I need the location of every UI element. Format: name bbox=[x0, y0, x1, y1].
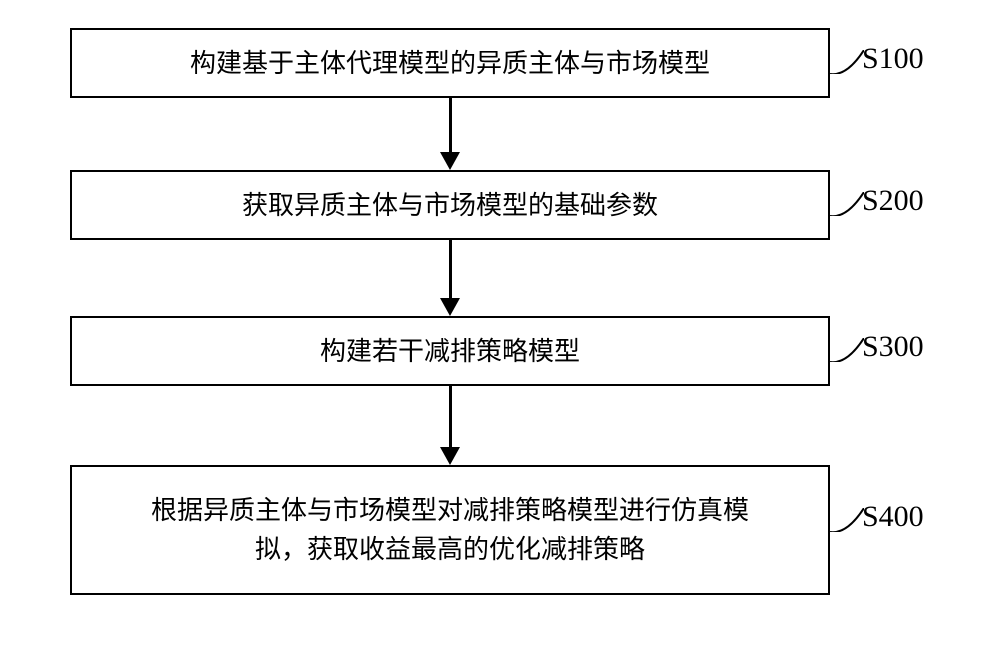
flow-step-label-s400: S400 bbox=[862, 500, 924, 534]
flow-arrow-shaft-0 bbox=[449, 98, 452, 152]
flow-connector-curve bbox=[830, 50, 864, 74]
flow-arrow-shaft-2 bbox=[449, 386, 452, 447]
flow-connector-curve bbox=[830, 338, 864, 362]
flow-step-label-s200: S200 bbox=[862, 184, 924, 218]
flow-node-s200: 获取异质主体与市场模型的基础参数 bbox=[70, 170, 830, 240]
flow-step-label-s300: S300 bbox=[862, 330, 924, 364]
flow-connector-curve bbox=[830, 508, 864, 532]
flow-arrow-head-2 bbox=[440, 447, 460, 465]
flow-node-text: 根据异质主体与市场模型对减排策略模型进行仿真模 拟，获取收益最高的优化减排策略 bbox=[131, 491, 769, 569]
flow-arrow-head-0 bbox=[440, 152, 460, 170]
flow-connector-curve bbox=[830, 192, 864, 216]
flow-node-text: 构建基于主体代理模型的异质主体与市场模型 bbox=[170, 44, 730, 83]
flow-arrow-shaft-1 bbox=[449, 240, 452, 298]
flow-node-text: 构建若干减排策略模型 bbox=[300, 332, 600, 371]
flow-step-label-s100: S100 bbox=[862, 42, 924, 76]
flow-node-text: 获取异质主体与市场模型的基础参数 bbox=[222, 186, 678, 225]
flow-node-s300: 构建若干减排策略模型 bbox=[70, 316, 830, 386]
flow-node-s100: 构建基于主体代理模型的异质主体与市场模型 bbox=[70, 28, 830, 98]
flow-arrow-head-1 bbox=[440, 298, 460, 316]
flow-node-s400: 根据异质主体与市场模型对减排策略模型进行仿真模 拟，获取收益最高的优化减排策略 bbox=[70, 465, 830, 595]
